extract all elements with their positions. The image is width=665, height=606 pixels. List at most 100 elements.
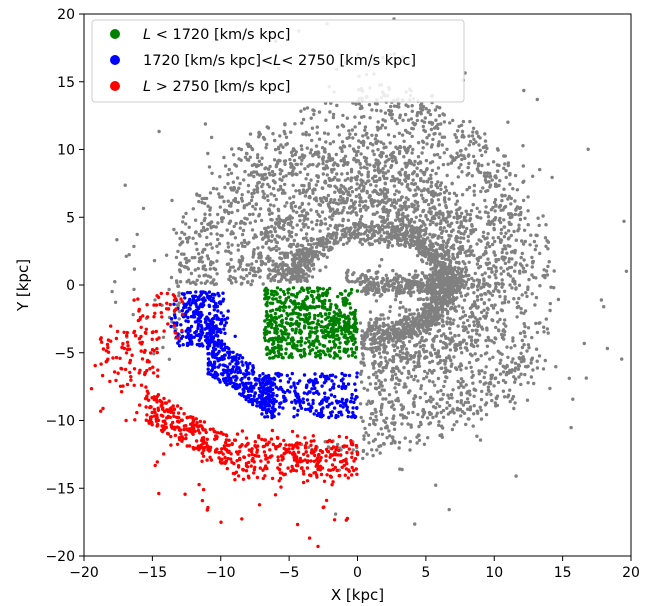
gray-point	[320, 157, 325, 161]
gray-point	[429, 180, 434, 185]
gray-point	[431, 415, 435, 420]
gray-point	[353, 132, 358, 137]
gray-point	[271, 275, 276, 279]
gray-point	[346, 190, 351, 195]
gray-point	[499, 238, 503, 242]
gray-point	[251, 212, 255, 216]
gray-point	[467, 134, 471, 138]
gray-point	[418, 420, 423, 425]
gray-point	[368, 382, 373, 386]
gray-point	[397, 190, 401, 194]
gray-point	[532, 239, 537, 244]
gray-point	[513, 173, 518, 178]
green-point	[316, 319, 320, 323]
gray-point	[482, 278, 486, 283]
gray-point	[408, 325, 412, 330]
gray-point	[429, 145, 434, 149]
gray-point	[376, 168, 380, 172]
gray-point	[185, 240, 190, 244]
gray-point	[338, 238, 343, 242]
gray-point	[397, 284, 401, 288]
gray-point	[321, 186, 325, 191]
gray-point	[483, 139, 488, 143]
gray-point	[203, 216, 207, 220]
gray-point	[297, 271, 301, 276]
gray-point	[152, 258, 157, 263]
gray-point	[251, 204, 255, 209]
gray-point	[284, 268, 288, 272]
gray-point	[304, 130, 308, 135]
gray-point	[228, 274, 232, 279]
gray-point	[552, 286, 556, 290]
gray-point	[491, 160, 496, 164]
gray-point	[253, 233, 257, 237]
gray-point	[366, 170, 370, 174]
gray-point	[418, 395, 422, 400]
gray-point	[278, 134, 282, 138]
gray-point	[435, 402, 439, 406]
gray-point	[242, 238, 247, 243]
gray-point	[342, 206, 346, 210]
gray-point	[230, 147, 234, 151]
gray-point	[393, 298, 398, 302]
gray-point	[441, 324, 446, 328]
gray-point	[505, 345, 509, 349]
gray-point	[371, 338, 375, 343]
gray-point	[436, 390, 440, 394]
gray-point	[369, 275, 373, 280]
gray-point	[352, 222, 356, 226]
gray-point	[226, 181, 230, 186]
gray-point	[197, 252, 201, 256]
gray-point	[424, 158, 429, 163]
gray-point	[361, 357, 365, 361]
gray-point	[408, 353, 413, 358]
gray-point	[372, 225, 377, 229]
gray-point	[194, 241, 198, 246]
gray-point	[342, 227, 346, 232]
gray-point	[503, 154, 507, 158]
gray-point	[292, 195, 296, 199]
gray-point	[395, 289, 399, 293]
gray-point	[436, 376, 441, 381]
gray-point	[362, 437, 366, 441]
gray-point	[435, 185, 440, 190]
gray-point	[479, 397, 484, 402]
gray-point	[490, 293, 495, 297]
gray-point	[525, 263, 529, 267]
gray-point	[287, 278, 292, 282]
gray-point	[415, 173, 419, 177]
gray-point	[398, 349, 402, 354]
gray-point	[367, 288, 371, 292]
gray-point	[328, 184, 333, 188]
gray-point	[392, 198, 397, 202]
gray-point	[278, 263, 282, 267]
gray-point	[259, 255, 263, 260]
gray-point	[464, 422, 468, 427]
gray-point	[494, 404, 498, 408]
gray-point	[398, 306, 402, 310]
gray-point	[494, 281, 498, 286]
gray-point	[488, 283, 492, 288]
gray-point	[273, 226, 277, 230]
gray-point	[498, 203, 503, 208]
green-point	[263, 297, 267, 301]
gray-point	[395, 346, 400, 350]
gray-point	[447, 396, 451, 400]
gray-point	[497, 282, 501, 286]
gray-point	[123, 183, 127, 187]
gray-point	[394, 398, 398, 402]
gray-point	[509, 250, 514, 254]
gray-point	[415, 229, 419, 234]
gray-point	[376, 127, 381, 131]
gray-point	[372, 293, 376, 297]
gray-point	[442, 294, 446, 298]
gray-point	[315, 131, 319, 135]
gray-point	[507, 220, 511, 225]
gray-point	[502, 187, 506, 191]
gray-point	[201, 225, 206, 230]
gray-point	[304, 177, 308, 181]
gray-point	[534, 295, 539, 300]
gray-point	[408, 287, 412, 291]
gray-point	[484, 205, 488, 209]
gray-point	[274, 197, 278, 202]
